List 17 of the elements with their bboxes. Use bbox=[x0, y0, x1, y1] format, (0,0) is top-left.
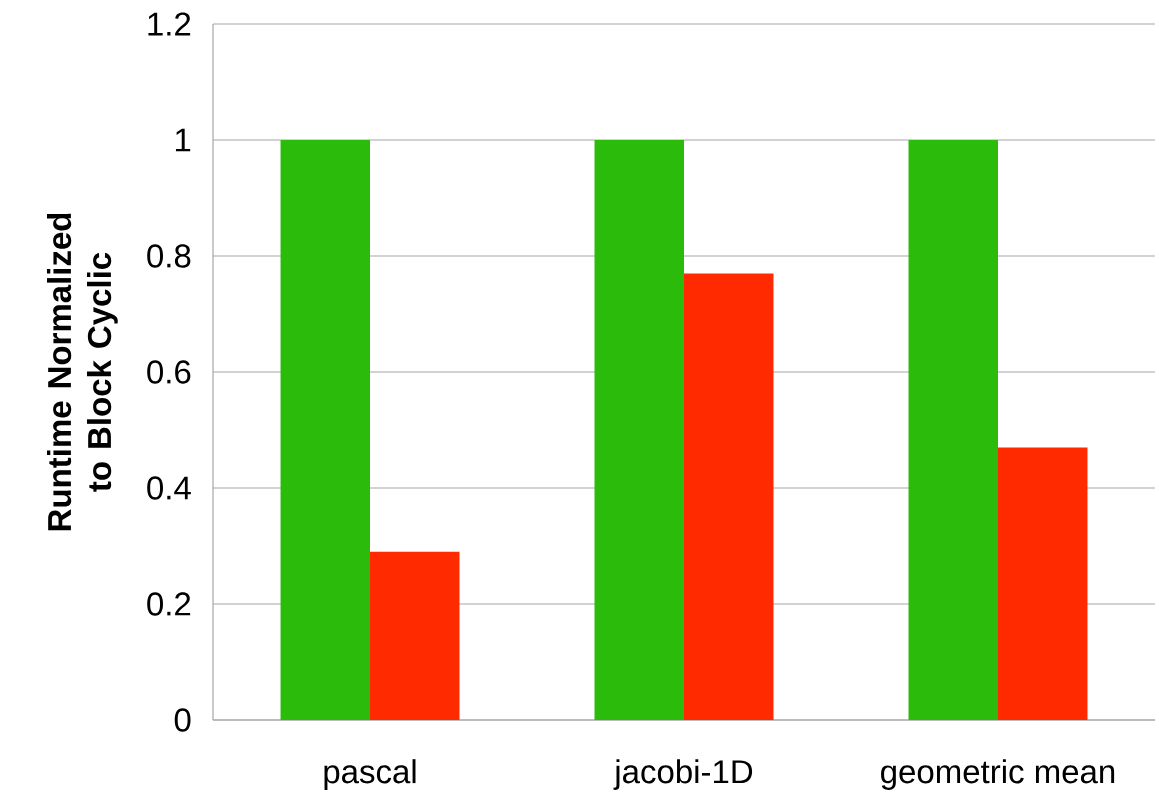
bar bbox=[998, 447, 1088, 720]
y-tick-label: 0.6 bbox=[147, 360, 191, 384]
bar bbox=[594, 139, 685, 720]
bar bbox=[684, 273, 774, 720]
y-tick-label: 0.2 bbox=[147, 592, 191, 616]
x-tick-label: jacobi-1D bbox=[613, 759, 753, 790]
x-tick-label: pascal bbox=[324, 759, 416, 790]
y-tick-label: 0 bbox=[174, 708, 191, 732]
bar bbox=[370, 551, 460, 720]
y-axis-title: Runtime Normalized to Block Cyclic bbox=[46, 213, 118, 531]
bar bbox=[908, 139, 998, 720]
bar bbox=[280, 139, 371, 720]
y-tick-label: 0.4 bbox=[147, 476, 191, 500]
y-tick-label: 0.8 bbox=[147, 244, 191, 268]
x-tick-label: geometric mean bbox=[881, 759, 1115, 790]
y-tick-label: 1.2 bbox=[148, 12, 191, 36]
y-tick-label: 1 bbox=[175, 128, 191, 152]
